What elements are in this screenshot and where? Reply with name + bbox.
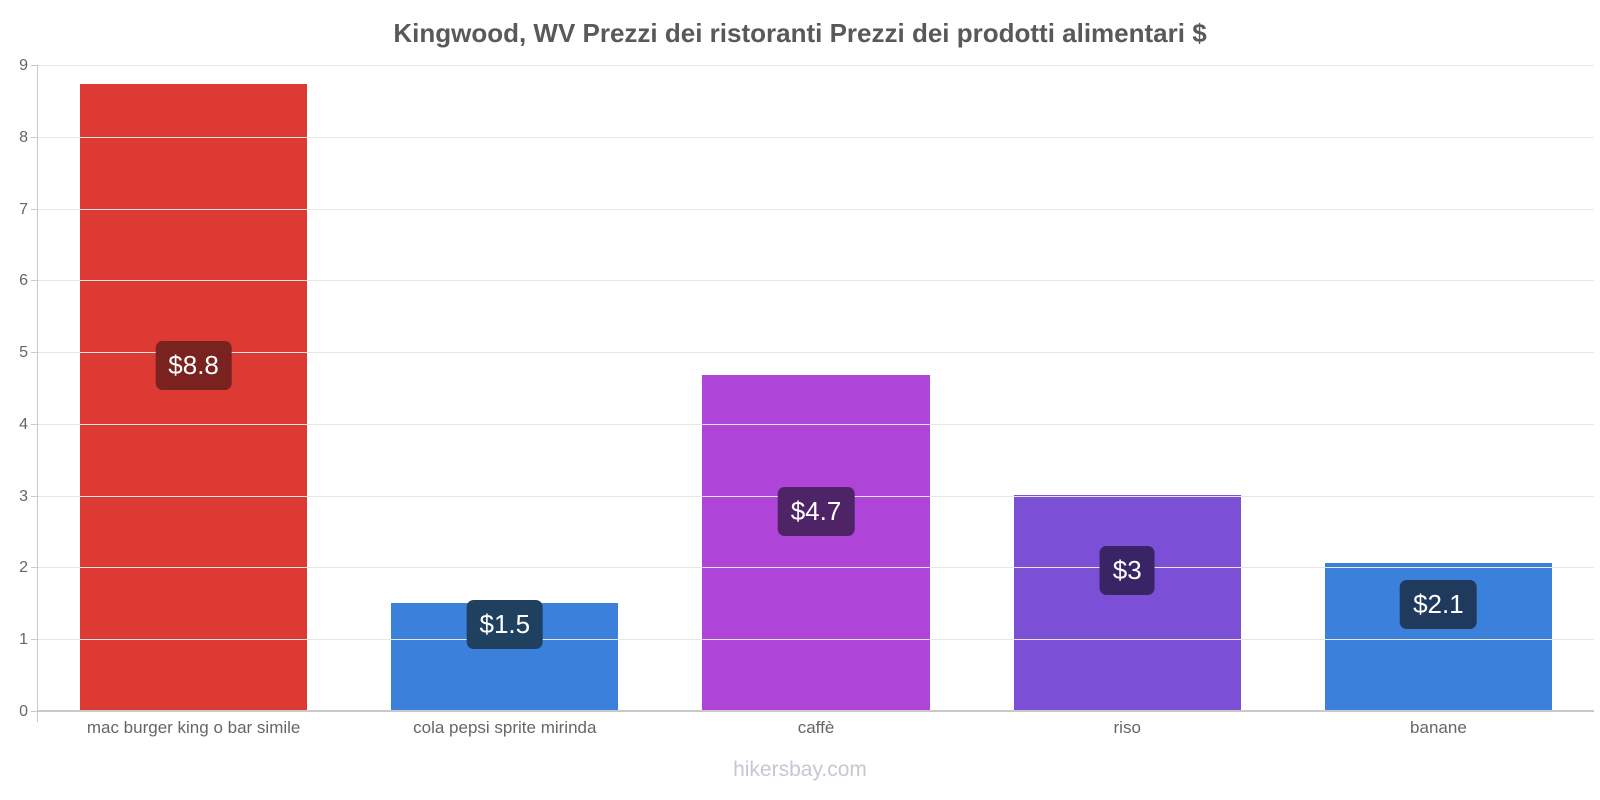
x-axis-label: mac burger king o bar simile [86, 718, 301, 737]
plot-area: $8.8 $1.5 $4.7 $3 $2.1 0 1 2 3 4 5 6 7 8 9 [19, 57, 1594, 722]
y-axis-tick [31, 208, 38, 210]
bar: $2.1 [1324, 562, 1552, 712]
y-axis-tick-label: 0 [19, 703, 28, 720]
y-axis-tick-label: 2 [19, 559, 28, 577]
y-axis-tick-label: 3 [19, 487, 28, 505]
y-axis-tick [31, 567, 38, 569]
x-axis-label: cola pepsi sprite mirinda [413, 718, 597, 737]
chart-title: Kingwood, WV Prezzi dei ristoranti Prezz… [393, 18, 1207, 48]
y-axis-tick [31, 352, 38, 354]
y-axis-tick-label: 4 [19, 415, 28, 433]
y-axis-tick [31, 280, 38, 282]
y-axis-tick-label: 5 [19, 344, 28, 362]
bar-slot: $2.1 [1283, 66, 1594, 712]
y-axis-tick [31, 423, 38, 425]
y-axis-tick [31, 136, 38, 138]
bar-value-badge: $3 [1099, 546, 1155, 596]
gridline [38, 567, 1594, 569]
y-axis-line [37, 66, 38, 722]
bar-slot: $4.7 [660, 66, 971, 712]
x-axis-label: banane [1410, 718, 1467, 737]
x-axis-labels: mac burger king o bar simile cola pepsi s… [38, 714, 1594, 738]
bars-row: $8.8 $1.5 $4.7 $3 $2.1 [38, 66, 1594, 712]
y-axis-tick [31, 495, 38, 497]
y-axis-tick-label: 7 [19, 200, 28, 218]
gridline [38, 208, 1594, 210]
bar-value-badge: $4.7 [777, 486, 855, 536]
x-axis-label: riso [1113, 718, 1141, 737]
y-axis-tick-label: 6 [19, 272, 28, 290]
y-axis-tick-label: 9 [19, 57, 28, 74]
gridline [38, 280, 1594, 282]
gridline [38, 423, 1594, 425]
gridline [38, 639, 1594, 641]
x-axis-label: caffè [797, 718, 835, 737]
watermark-text: hikersbay.com [733, 758, 867, 781]
y-axis-tick [31, 639, 38, 641]
bar: $1.5 [391, 600, 619, 712]
bar-slot: $1.5 [349, 66, 660, 712]
x-axis-baseline [38, 710, 1594, 712]
bar-value-badge: $2.1 [1400, 580, 1477, 630]
y-axis-tick [31, 65, 38, 66]
bar: $8.8 [80, 83, 308, 712]
gridline [38, 352, 1594, 354]
bar-value-badge: $8.8 [155, 340, 232, 390]
gridline [38, 65, 1594, 66]
bar-slot: $3 [972, 66, 1283, 712]
bar: $3 [1013, 494, 1241, 712]
bar-value-badge: $1.5 [466, 600, 544, 650]
y-axis-tick [31, 711, 38, 712]
gridline [38, 136, 1594, 138]
bar: $4.7 [702, 375, 930, 712]
y-axis-tick-label: 8 [19, 128, 28, 146]
y-axis-tick-label: 1 [19, 631, 28, 649]
bar-slot: $8.8 [38, 66, 349, 712]
